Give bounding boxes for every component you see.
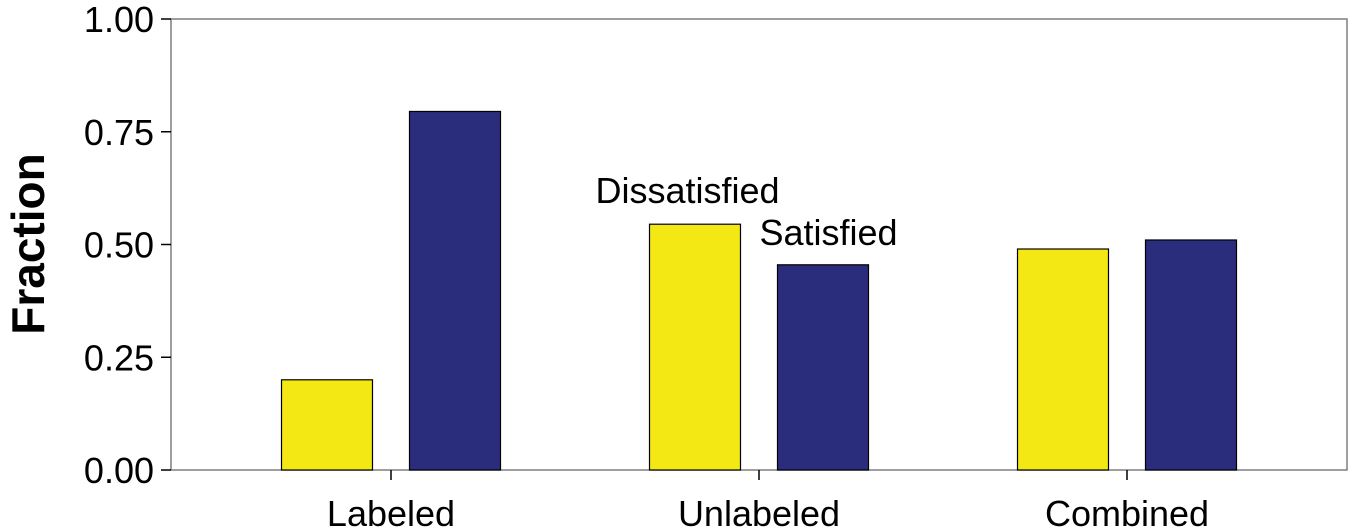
bar-satisfied-unlabeled <box>776 264 870 471</box>
y-tick-label: 1.00 <box>84 0 154 40</box>
series-label-dissatisfied: Dissatisfied <box>596 170 780 211</box>
bar-dissatisfied-combined <box>1016 248 1110 471</box>
y-axis-title: Fraction <box>2 153 54 334</box>
x-axis: Labeled Unlabeled Combined <box>327 470 1209 528</box>
y-tick-label: 0.50 <box>84 225 154 266</box>
series-label-satisfied: Satisfied <box>760 212 898 253</box>
bar-satisfied-labeled <box>408 110 502 471</box>
x-tick-label-unlabeled: Unlabeled <box>678 493 840 528</box>
bar-satisfied-combined <box>1144 239 1238 471</box>
bar-dissatisfied-labeled <box>280 379 374 471</box>
y-tick-label: 0.00 <box>84 450 154 491</box>
x-tick-label-combined: Combined <box>1045 493 1209 528</box>
y-axis: 0.00 0.25 0.50 0.75 1.00 <box>84 0 171 491</box>
y-tick-label: 0.25 <box>84 337 154 378</box>
x-tick-label-labeled: Labeled <box>327 493 455 528</box>
bar-dissatisfied-unlabeled <box>648 223 742 471</box>
y-tick-label: 0.75 <box>84 112 154 153</box>
bars <box>280 110 1238 471</box>
